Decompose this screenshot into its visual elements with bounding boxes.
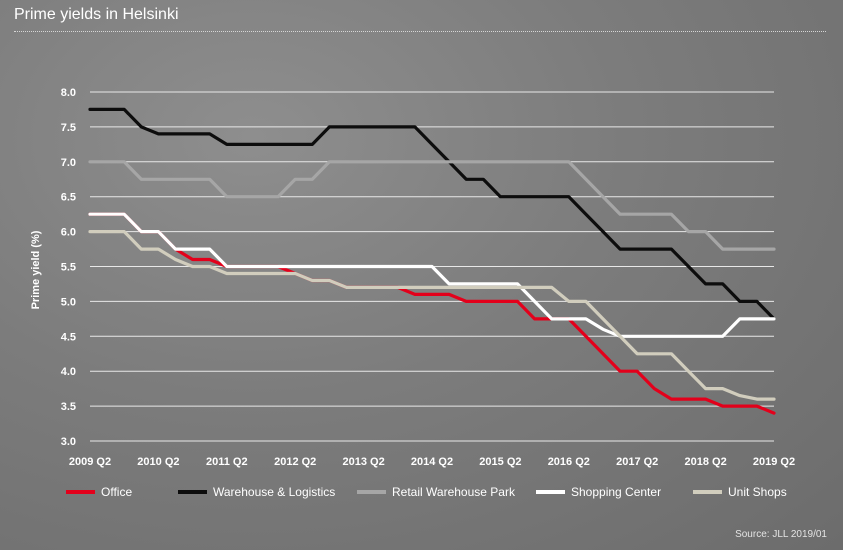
x-tick-label: 2017 Q2 <box>616 456 658 468</box>
legend-label: Warehouse & Logistics <box>213 485 335 499</box>
y-tick-label: 5.0 <box>61 296 76 308</box>
x-tick-label: 2015 Q2 <box>479 456 521 468</box>
y-axis-ticks: 3.0 3.5 4.0 4.5 5.0 5.5 6.0 6.5 7.0 7.5 8.0 <box>61 87 76 448</box>
legend-label: Office <box>101 485 132 499</box>
x-tick-label: 2018 Q2 <box>684 456 726 468</box>
chart-gridlines <box>90 91 774 442</box>
series-line-3 <box>88 212 776 338</box>
y-tick-label: 6.0 <box>61 227 76 239</box>
legend-label: Retail Warehouse Park <box>392 485 516 499</box>
y-tick-label: 5.5 <box>61 262 76 274</box>
y-tick-label: 7.0 <box>61 157 76 169</box>
chart-series-lines <box>88 107 776 415</box>
title-divider <box>14 31 826 32</box>
x-tick-label: 2016 Q2 <box>548 456 590 468</box>
y-axis-label: Prime yield (%) <box>30 230 42 309</box>
x-tick-label: 2011 Q2 <box>206 456 248 468</box>
yield-line-chart: 3.0 3.5 4.0 4.5 5.0 5.5 6.0 6.5 7.0 7.5 8.0 2009 Q… <box>30 87 795 499</box>
chart-legend: Office Warehouse & Logistics Retail Wareho… <box>66 485 787 499</box>
series-line-0 <box>88 212 776 415</box>
x-tick-label: 2010 Q2 <box>137 456 179 468</box>
page-title: Prime yields in Helsinki <box>14 6 179 23</box>
y-tick-label: 7.5 <box>61 122 76 134</box>
x-tick-label: 2014 Q2 <box>411 456 453 468</box>
x-tick-label: 2013 Q2 <box>342 456 384 468</box>
x-tick-label: 2012 Q2 <box>274 456 316 468</box>
x-tick-label: 2019 Q2 <box>753 456 795 468</box>
legend-label: Shopping Center <box>571 485 661 499</box>
source-note: Source: JLL 2019/01 <box>735 529 827 540</box>
y-tick-label: 4.5 <box>61 331 76 343</box>
y-tick-label: 6.5 <box>61 192 76 204</box>
y-tick-label: 4.0 <box>61 366 76 378</box>
y-tick-label: 3.0 <box>61 436 76 448</box>
series-line-1 <box>88 107 776 321</box>
series-line-4 <box>88 230 776 401</box>
y-tick-label: 8.0 <box>61 87 76 99</box>
legend-label: Unit Shops <box>728 485 787 499</box>
series-line-2 <box>88 160 776 251</box>
x-axis-ticks: 2009 Q2 2010 Q2 2011 Q2 2012 Q2 2013 Q2 2014 … <box>69 456 795 468</box>
y-tick-label: 3.5 <box>61 401 76 413</box>
x-tick-label: 2009 Q2 <box>69 456 111 468</box>
